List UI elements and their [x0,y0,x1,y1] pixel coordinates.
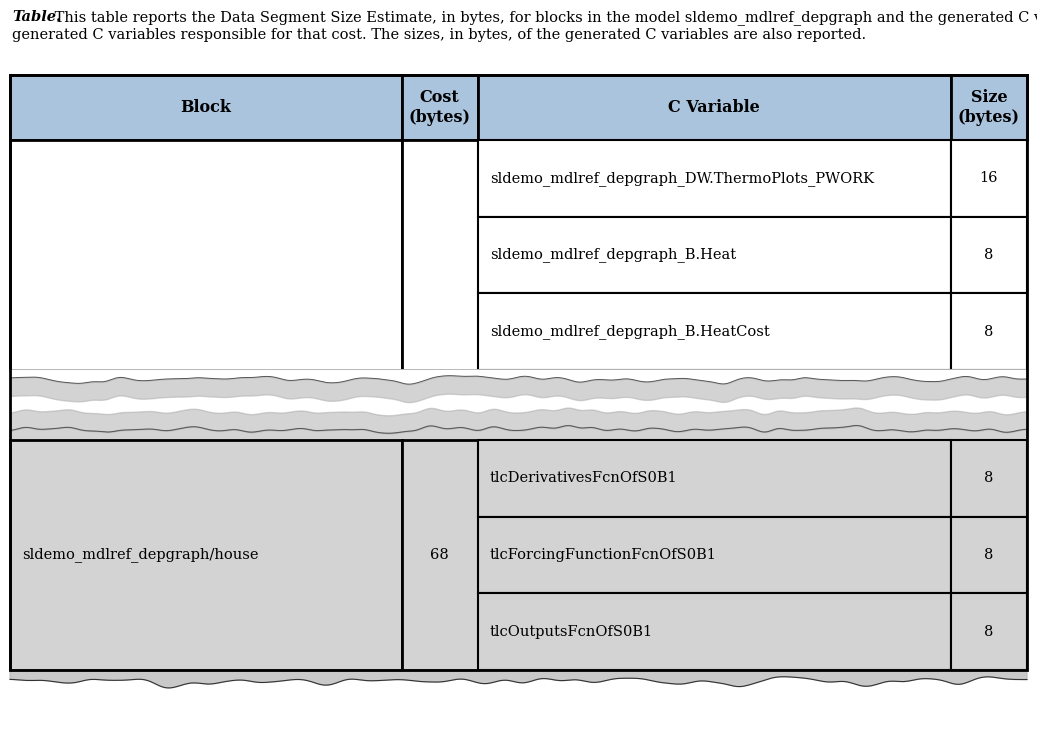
Text: 8: 8 [984,548,993,562]
Text: C Variable: C Variable [669,99,760,116]
Text: tlcOutputsFcnOfS0B1: tlcOutputsFcnOfS0B1 [489,625,653,639]
Text: This table reports the Data Segment Size Estimate, in bytes, for blocks in the m: This table reports the Data Segment Size… [50,10,1037,25]
Bar [478,593,951,670]
Text: sldemo_mdlref_depgraph/house: sldemo_mdlref_depgraph/house [22,547,258,562]
Bar [401,440,478,670]
Bar [951,294,1027,370]
Text: Table.: Table. [12,10,61,24]
Text: 8: 8 [984,248,993,262]
Text: tlcDerivativesFcnOfS0B1: tlcDerivativesFcnOfS0B1 [489,471,677,486]
Bar [951,517,1027,593]
Bar [951,440,1027,517]
Text: 16: 16 [980,172,999,185]
Bar [951,75,1027,140]
Text: 8: 8 [984,325,993,339]
Text: sldemo_mdlref_depgraph_B.Heat: sldemo_mdlref_depgraph_B.Heat [489,248,736,263]
Bar [478,294,951,370]
Text: sldemo_mdlref_depgraph_DW.ThermoPlots_PWORK: sldemo_mdlref_depgraph_DW.ThermoPlots_PW… [489,171,874,186]
Bar [10,440,401,670]
Text: 68: 68 [430,548,449,562]
Polygon shape [10,425,1027,440]
Bar [478,75,951,140]
Bar [951,140,1027,217]
Bar [478,140,951,217]
Text: 8: 8 [984,625,993,639]
Text: Size
(bytes): Size (bytes) [958,89,1019,126]
Bar [10,140,401,370]
Text: tlcForcingFunctionFcnOfS0B1: tlcForcingFunctionFcnOfS0B1 [489,548,717,562]
Text: Block: Block [180,99,231,116]
Bar [10,75,1027,670]
Text: generated C variables responsible for that cost. The sizes, in bytes, of the gen: generated C variables responsible for th… [12,28,866,42]
Bar [401,75,478,140]
Bar [951,217,1027,294]
Bar [478,217,951,294]
Polygon shape [10,370,1027,384]
Text: sldemo_mdlref_depgraph_B.HeatCost: sldemo_mdlref_depgraph_B.HeatCost [489,325,769,339]
Bar [10,75,401,140]
Polygon shape [10,670,1027,688]
Bar [951,593,1027,670]
Text: 8: 8 [984,471,993,486]
Bar [478,517,951,593]
Bar [478,440,951,517]
Text: Cost
(bytes): Cost (bytes) [409,89,471,126]
Bar [401,140,478,370]
